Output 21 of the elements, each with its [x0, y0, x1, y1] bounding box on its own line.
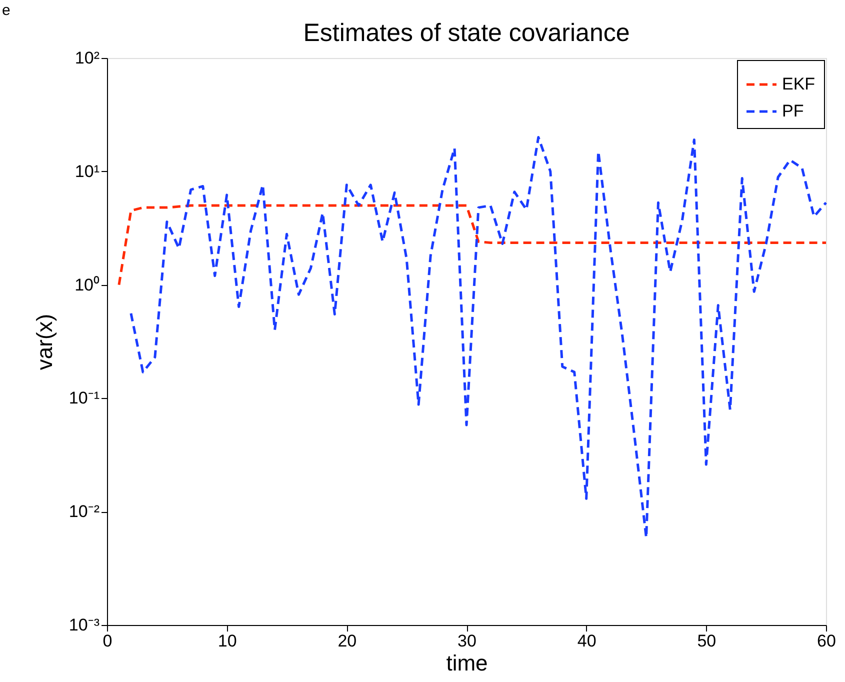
y-tick-label: 10¹	[74, 162, 100, 181]
y-tick-label: 10⁰	[74, 275, 100, 294]
x-tick-label: 10	[218, 632, 237, 650]
line-series	[130, 136, 828, 539]
chart-title: Estimates of state covariance	[303, 19, 630, 47]
x-tick-label: 50	[697, 632, 716, 650]
x-tick-label: 30	[458, 632, 476, 650]
y-tick-label: 10²	[74, 48, 100, 68]
x-tick-label: 60	[817, 632, 836, 650]
legend-label: PF	[782, 102, 804, 120]
x-axis-title: time	[446, 650, 488, 676]
y-axis-title: var(x)	[32, 314, 57, 370]
x-tick-label: 0	[102, 632, 112, 650]
text: e	[2, 2, 10, 19]
x-tick-label: 40	[577, 632, 596, 650]
x-tick-label: 20	[338, 632, 357, 650]
y-tick-label: 10⁻²	[68, 502, 100, 522]
line-series	[118, 204, 828, 286]
legend-label: EKF	[782, 74, 816, 94]
y-tick-label: 10⁻³	[68, 616, 100, 634]
y-tick-label: 10⁻¹	[68, 388, 100, 408]
